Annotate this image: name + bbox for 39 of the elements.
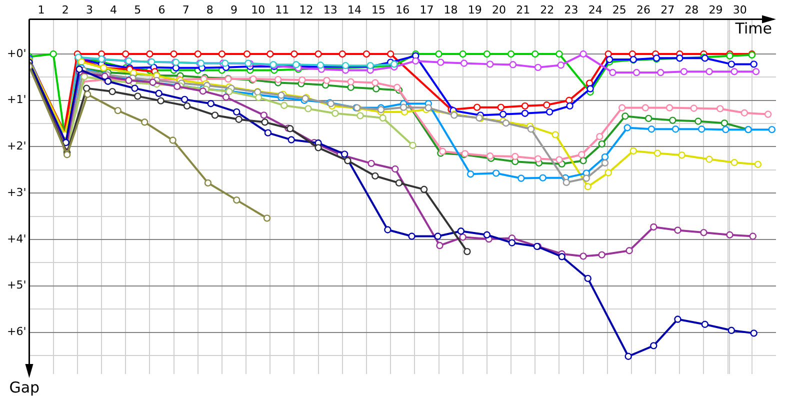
y-tick-label: +1' — [6, 93, 26, 106]
x-tick-label: 12 — [299, 3, 314, 16]
y-tick-label: +4' — [6, 232, 26, 246]
x-tick-label: 19 — [468, 3, 482, 16]
x-tick-label: 8 — [206, 3, 214, 16]
x-tick-label: 7 — [182, 3, 190, 16]
y-tick-label: +5' — [6, 278, 26, 292]
x-tick-label: 11 — [275, 3, 290, 16]
x-tick-label: 20 — [492, 3, 506, 16]
x-tick-label: 21 — [516, 3, 530, 16]
x-tick-label: 1 — [38, 3, 45, 16]
x-tick-label: 30 — [732, 3, 747, 16]
x-tick-label: 3 — [86, 3, 93, 16]
y-tick-label: +0' — [6, 46, 26, 60]
x-tick-label: 13 — [323, 3, 338, 16]
y-tick-label: +6' — [6, 325, 26, 338]
x-tick-label: 28 — [684, 3, 699, 16]
x-tick-label: 17 — [420, 3, 434, 16]
x-tick-label: 27 — [660, 3, 675, 16]
x-tick-label: 29 — [708, 3, 723, 16]
y-axis-title: Gap — [9, 378, 40, 396]
x-tick-label: 25 — [612, 3, 626, 16]
x-tick-label: 24 — [588, 3, 602, 16]
x-axis-title: Time — [734, 20, 772, 38]
x-tick-label: 2 — [62, 3, 69, 16]
x-tick-label: 16 — [396, 3, 410, 16]
x-tick-label: 26 — [636, 3, 651, 16]
x-tick-label: 4 — [110, 3, 118, 16]
x-tick-label: 15 — [372, 3, 386, 16]
y-tick-label: +2' — [6, 140, 26, 153]
x-tick-label: 18 — [444, 3, 458, 16]
x-tick-label: 5 — [134, 3, 142, 16]
y-tick-label: +3' — [6, 186, 26, 199]
x-tick-label: 6 — [158, 3, 166, 16]
x-tick-label: 10 — [251, 3, 266, 16]
x-tick-label: 9 — [230, 3, 238, 16]
x-tick-label: 22 — [540, 3, 554, 16]
x-tick-label: 14 — [347, 3, 362, 16]
x-tick-label: 23 — [564, 3, 578, 16]
